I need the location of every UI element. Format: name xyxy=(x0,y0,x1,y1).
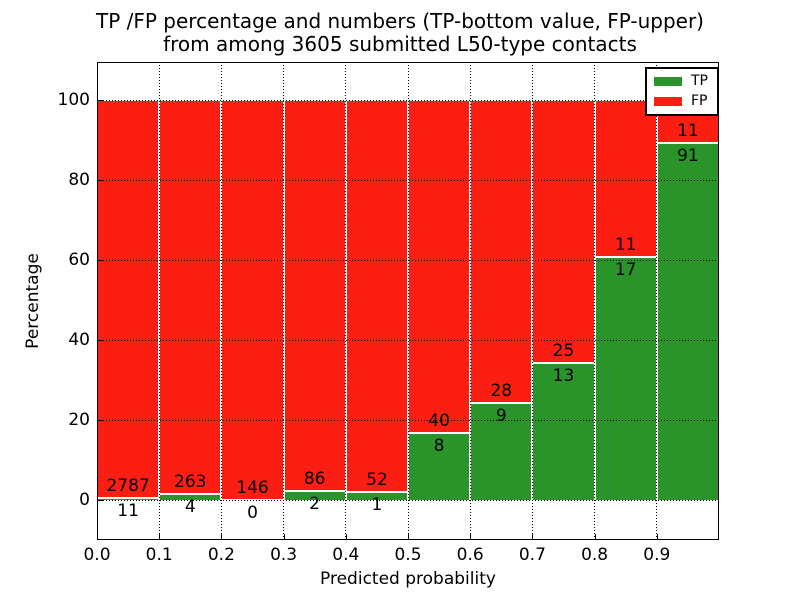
y-tick-mark xyxy=(98,180,103,181)
tp-count-label: 11 xyxy=(117,501,139,522)
tp-count-label: 2 xyxy=(309,493,321,514)
bar-fp-segment xyxy=(159,100,222,494)
bar-fp-segment xyxy=(97,100,160,499)
tp-count-label: 4 xyxy=(184,497,196,517)
gridline-horizontal xyxy=(97,180,719,181)
x-tick-mark xyxy=(408,534,409,539)
bar-fp-segment xyxy=(594,100,657,258)
gridline-vertical xyxy=(158,62,160,540)
x-tick-label: 0.7 xyxy=(518,545,546,565)
bar-fp-segment xyxy=(221,100,284,500)
fp-count-label: 2787 xyxy=(106,476,150,497)
y-tick-label: 100 xyxy=(57,90,90,110)
y-tick-mark xyxy=(98,500,103,501)
plot-area: 2787 11 263 4 146 0 86 2 52 1 40 8 28 9 25 13 11 17 11 91 xyxy=(97,62,719,540)
bar-tp-segment xyxy=(345,492,408,500)
y-tick-label: 40 xyxy=(68,330,90,350)
fp-count-label: 86 xyxy=(303,468,326,489)
x-tick-label: 0.1 xyxy=(145,545,173,565)
bar-tp-segment xyxy=(532,363,595,500)
bar-tp-segment xyxy=(656,143,719,500)
legend-row: TP xyxy=(654,74,708,89)
gridline-vertical xyxy=(345,62,347,540)
fp-count-label: 11 xyxy=(677,121,699,142)
x-tick-label: 0.8 xyxy=(581,545,609,565)
fp-count-label: 11 xyxy=(614,235,637,256)
y-tick-label: 60 xyxy=(68,250,90,270)
fp-count-label: 263 xyxy=(174,472,207,492)
x-tick-label: 0.9 xyxy=(643,545,671,565)
gridline-vertical xyxy=(283,62,285,540)
bar-tp-segment xyxy=(470,402,533,500)
fp-count-label: 25 xyxy=(552,341,575,362)
tp-count-label: 0 xyxy=(247,503,258,523)
gridline-vertical xyxy=(407,62,409,540)
x-tick-mark xyxy=(594,534,596,539)
fp-count-label: 52 xyxy=(366,470,388,491)
y-tick-mark xyxy=(98,100,103,101)
y-tick-mark xyxy=(98,260,103,261)
bar-fp-segment xyxy=(345,100,408,493)
tp-count-label: 13 xyxy=(552,366,575,387)
x-tick-mark xyxy=(532,534,534,539)
fp-count-label: 28 xyxy=(490,380,513,401)
tp-count-label: 91 xyxy=(677,146,699,167)
gridline-horizontal xyxy=(97,420,719,421)
bar-tp-segment xyxy=(594,257,657,500)
legend-swatch-tp xyxy=(654,77,682,86)
x-tick-label: 0.6 xyxy=(456,545,484,565)
x-tick-label: 0.5 xyxy=(394,545,422,565)
x-tick-label: 0.3 xyxy=(270,545,298,565)
gridline-vertical xyxy=(531,62,533,540)
x-tick-mark xyxy=(159,534,161,539)
y-tick-mark xyxy=(98,340,103,341)
bar-fp-segment xyxy=(408,100,471,434)
bar-fp-segment xyxy=(470,100,533,403)
x-tick-mark xyxy=(717,534,719,539)
tp-count-label: 17 xyxy=(614,260,637,281)
gridline-horizontal xyxy=(97,100,719,101)
legend: TP FP xyxy=(645,67,719,116)
tp-count-label: 9 xyxy=(495,405,507,426)
x-tick-mark xyxy=(656,534,658,539)
x-tick-label: 0.4 xyxy=(332,545,360,565)
gridline-horizontal xyxy=(97,260,719,261)
gridline-horizontal xyxy=(97,340,719,341)
x-tick-label: 0.2 xyxy=(207,545,235,565)
legend-label-tp: TP xyxy=(691,73,708,89)
x-axis-label: Predicted probability xyxy=(320,569,496,589)
tp-count-label: 8 xyxy=(433,436,445,457)
y-tick-label: 80 xyxy=(68,170,90,190)
x-tick-mark xyxy=(221,534,223,539)
chart-title-line1: TP /FP percentage and numbers (TP-bottom… xyxy=(96,9,704,33)
gridline-vertical xyxy=(220,62,222,540)
y-tick-mark xyxy=(98,420,103,421)
fp-count-label: 40 xyxy=(428,411,450,432)
x-tick-mark xyxy=(470,534,472,539)
bar-tp-segment xyxy=(283,490,346,500)
bar-tp-segment xyxy=(159,494,222,500)
x-tick-label: 0.0 xyxy=(83,545,111,565)
legend-row: FP xyxy=(654,94,708,109)
legend-swatch-fp xyxy=(654,97,682,106)
tp-count-label: 1 xyxy=(371,495,383,516)
fp-count-label: 146 xyxy=(236,478,269,498)
gridline-vertical xyxy=(469,62,471,540)
y-tick-label: 0 xyxy=(79,490,90,510)
y-tick-label: 20 xyxy=(68,410,90,430)
x-tick-mark xyxy=(97,534,98,539)
chart-title-line2: from among 3605 submitted L50-type conta… xyxy=(163,32,637,56)
gridline-horizontal xyxy=(97,500,719,501)
gridline-vertical xyxy=(656,62,658,540)
chart-title: TP /FP percentage and numbers (TP-bottom… xyxy=(0,10,800,56)
bar-tp-segment xyxy=(408,433,471,500)
legend-label-fp: FP xyxy=(691,93,708,109)
bar-fp-segment xyxy=(532,100,595,364)
x-tick-mark xyxy=(345,534,347,539)
x-tick-mark xyxy=(283,534,285,539)
bar-fp-segment xyxy=(283,100,346,491)
gridline-vertical xyxy=(594,62,596,540)
